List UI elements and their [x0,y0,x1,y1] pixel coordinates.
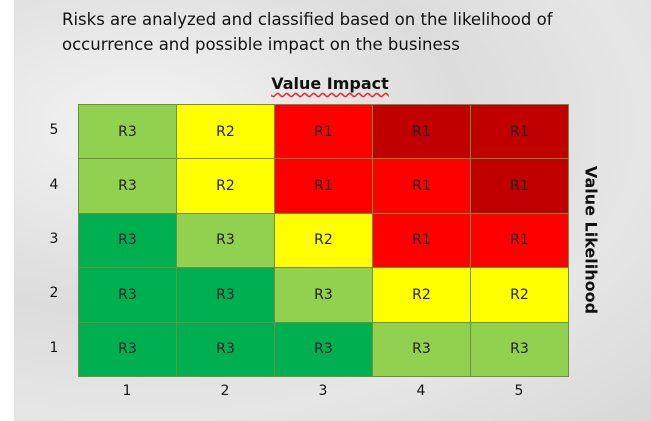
column-label: 4 [416,383,426,399]
column-label: 5 [514,383,524,399]
column-label: 3 [318,383,328,399]
y-title: Value Likelihood [581,165,601,315]
matrix-cell: R1 [372,212,471,269]
matrix-cell: R3 [176,212,275,269]
intro-line: Risks are analyzed and classified based … [62,10,553,29]
matrix-cell: R3 [78,212,177,269]
matrix-cell: R3 [274,267,373,323]
matrix-cell: R1 [372,104,471,160]
column-label: 1 [122,383,132,399]
matrix-cell: R3 [372,321,471,377]
matrix-cell: R3 [78,321,177,377]
matrix-cell: R1 [470,104,569,160]
row-label: 5 [49,122,59,139]
matrix-cell: R1 [274,158,373,214]
row-label: 3 [49,231,59,247]
matrix-cell: R2 [176,158,275,214]
matrix-cell: R2 [372,267,471,323]
matrix-cell: R3 [176,321,275,377]
matrix-cell: R2 [176,104,275,160]
matrix-cell: R3 [78,104,177,160]
slide: Risks are analyzed and classified based … [14,0,651,421]
row-label: 2 [49,285,59,302]
matrix-cell: R1 [470,212,569,269]
matrix-cell: R3 [470,321,569,377]
row-label: 1 [49,339,59,356]
x-title: Value Impact [271,74,389,93]
intro-line: occurrence and possible impact on the bu… [62,35,460,54]
matrix-cell: R1 [274,104,373,160]
matrix-cell: R3 [274,321,373,377]
matrix-cell: R3 [78,267,177,323]
row-label: 4 [49,176,59,193]
matrix-cell: R1 [372,158,471,214]
matrix-cell: R1 [470,158,569,214]
matrix-cell: R2 [274,212,373,269]
matrix-cell: R3 [78,158,177,214]
matrix-cell: R3 [176,267,275,323]
column-label: 2 [220,383,230,399]
matrix-cell: R2 [470,267,569,323]
